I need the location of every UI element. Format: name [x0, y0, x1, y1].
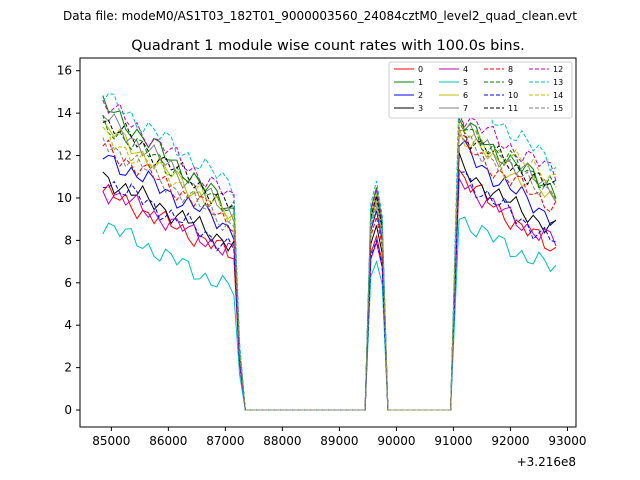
y-tick-label: 4 [64, 318, 72, 332]
axes-frame [79, 57, 577, 428]
series-line-0 [102, 168, 557, 411]
series-line-5 [102, 216, 557, 411]
legend-label-3: 3 [418, 104, 423, 113]
legend-label-11: 11 [508, 104, 518, 113]
series-line-10 [102, 171, 557, 411]
x-tick-label: 87000 [206, 434, 244, 448]
series-line-2 [102, 139, 557, 411]
x-offset-label: +3.216e8 [517, 455, 576, 469]
series-line-14 [102, 120, 557, 411]
y-tick-label: 16 [57, 64, 72, 78]
legend-label-10: 10 [508, 91, 518, 100]
legend-label-12: 12 [553, 65, 563, 74]
y-tick-label: 10 [57, 191, 72, 205]
x-tick-label: 88000 [263, 434, 301, 448]
x-tick-label: 91000 [434, 434, 472, 448]
legend-label-6: 6 [463, 91, 468, 100]
series-line-15 [102, 134, 557, 411]
legend-label-1: 1 [418, 78, 423, 87]
y-tick-label: 6 [64, 276, 72, 290]
y-axis: 0 2 4 6 8 10 12 14 16 [57, 64, 80, 417]
legend-label-15: 15 [553, 104, 563, 113]
legend-label-4: 4 [463, 65, 468, 74]
series-line-6 [102, 119, 557, 411]
y-tick-label: 8 [64, 233, 72, 247]
legend-label-8: 8 [508, 65, 513, 74]
legend-label-9: 9 [508, 78, 513, 87]
legend-label-5: 5 [463, 78, 468, 87]
series-line-9 [102, 111, 557, 411]
chart-title: Quadrant 1 module wise count rates with … [131, 38, 525, 54]
x-tick-label: 86000 [149, 434, 187, 448]
legend-label-13: 13 [553, 78, 563, 87]
series-line-11 [102, 119, 557, 411]
x-tick-label: 85000 [92, 434, 130, 448]
series-line-1 [102, 95, 557, 411]
y-tick-label: 2 [64, 361, 72, 375]
series-line-13 [102, 83, 557, 411]
plot-lines [102, 83, 557, 411]
file-title: Data file: modeM0/AS1T03_182T01_90000035… [63, 9, 577, 23]
y-tick-label: 14 [57, 106, 72, 120]
x-tick-label: 90000 [377, 434, 415, 448]
x-tick-label: 92000 [491, 434, 529, 448]
series-line-4 [102, 176, 557, 411]
y-tick-label: 0 [64, 403, 72, 417]
y-tick-label: 12 [57, 149, 72, 163]
x-tick-label: 89000 [320, 434, 358, 448]
x-axis: 85000 86000 87000 88000 89000 90000 91000 92000… [92, 427, 587, 448]
legend-label-14: 14 [553, 91, 563, 100]
legend-box [388, 61, 573, 119]
legend-label-0: 0 [418, 65, 423, 74]
legend-label-7: 7 [463, 104, 468, 113]
x-tick-label: 93000 [548, 434, 586, 448]
legend-label-2: 2 [418, 91, 423, 100]
series-line-12 [102, 99, 557, 411]
